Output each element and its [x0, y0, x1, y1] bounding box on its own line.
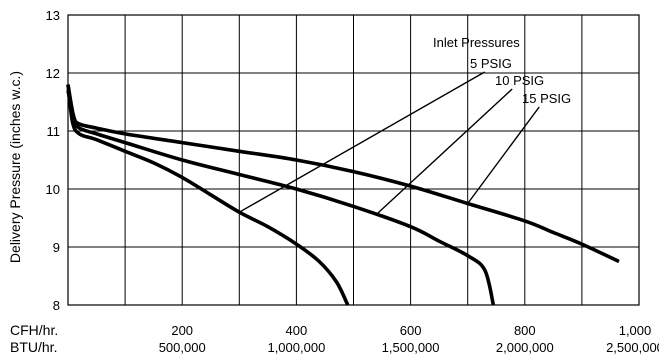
series-line-15-psig [66, 84, 620, 264]
x-axis-row-label-cfh: CFH/hr. [10, 322, 58, 338]
series-line-5-psig [66, 84, 350, 306]
x-tick-label-btu: 2,500,000 [606, 340, 659, 355]
y-tick-label: 9 [53, 240, 60, 255]
leader-line [238, 71, 486, 213]
x-axis-row-label-btu: BTU/hr. [10, 339, 57, 355]
x-tick-label-cfh: 800 [514, 323, 536, 338]
ticks: 8 9 10 11 12 13 200 500,000 400 1,000,000 600 1,500… [46, 8, 659, 355]
grid [67, 14, 640, 306]
y-tick-label: 10 [46, 182, 60, 197]
series-label-10-psig: 10 PSIG [495, 73, 544, 88]
series-line-10-psig [66, 90, 496, 306]
x-tick-label-cfh: 600 [400, 323, 422, 338]
x-tick-label-cfh: 400 [286, 323, 308, 338]
y-tick-label: 11 [47, 124, 61, 139]
curves [66, 84, 620, 306]
series-label-5-psig: 5 PSIG [470, 56, 512, 71]
x-tick-label-cfh: 1,000 [619, 323, 652, 338]
y-tick-label: 13 [46, 8, 60, 23]
y-tick-label: 8 [53, 298, 60, 313]
y-axis-label: Delivery Pressure (inches w.c.) [7, 71, 23, 263]
x-tick-label-btu: 1,000,000 [267, 340, 325, 355]
leader-line [375, 88, 513, 216]
leader-line [467, 106, 540, 204]
x-tick-label-btu: 1,500,000 [382, 340, 440, 355]
annotations: Inlet Pressures 5 PSIG 10 PSIG 15 PSIG [238, 35, 571, 216]
x-tick-label-btu: 2,000,000 [496, 340, 554, 355]
series-label-15-psig: 15 PSIG [522, 91, 571, 106]
x-tick-label-btu: 500,000 [159, 340, 206, 355]
y-tick-label: 12 [46, 66, 60, 81]
legend-title: Inlet Pressures [433, 35, 520, 50]
x-tick-label-cfh: 200 [171, 323, 193, 338]
